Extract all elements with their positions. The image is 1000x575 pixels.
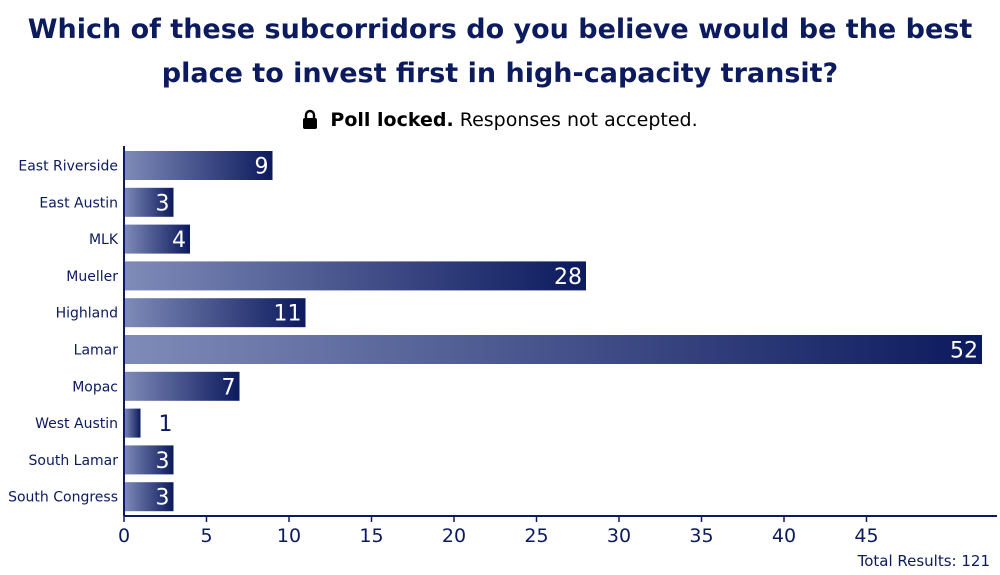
poll-locked-label: Poll locked. [330,109,454,131]
value-label-east-austin: 3 [156,191,170,216]
poll-question-line1: Which of these subcorridors do you belie… [27,14,973,45]
poll-status: Poll locked. Responses not accepted. [0,106,1000,134]
value-label-east-riverside: 9 [255,155,269,180]
poll-status-text: Responses not accepted. [459,109,698,131]
x-tick-label: 25 [524,525,548,547]
x-tick-label: 20 [442,525,466,547]
x-tick-label: 15 [359,525,383,547]
bar-west-austin [124,408,141,438]
x-tick-label: 30 [607,525,631,547]
bar-mlk [124,224,190,254]
value-label-west-austin: 1 [159,412,173,437]
x-tick-label: 5 [200,525,212,547]
bar-south-lamar [124,445,174,475]
value-label-mlk: 4 [172,228,186,253]
poll-question-line2: place to invest first in high-capacity t… [161,58,839,89]
value-label-south-congress: 3 [156,486,170,511]
category-label-mopac: Mopac [72,379,118,395]
lock-icon [303,109,318,129]
category-label-south-lamar: South Lamar [29,453,119,469]
value-label-mueller: 28 [554,265,582,290]
x-tick-label: 35 [689,525,713,547]
x-tick-label: 45 [854,525,878,547]
value-label-south-lamar: 3 [156,449,170,474]
category-label-lamar: Lamar [74,343,119,359]
bar-highland [124,298,306,328]
x-tick-label: 0 [118,525,130,547]
bar-mueller [124,261,586,291]
poll-question: Which of these subcorridors do you belie… [0,8,1000,96]
x-tick-label: 10 [277,525,301,547]
category-label-south-congress: South Congress [8,490,118,506]
bar-east-riverside [124,151,273,180]
bar-south-congress [124,482,174,512]
category-label-east-austin: East Austin [39,195,118,211]
value-label-mopac: 7 [222,375,236,400]
bar-mopac [124,371,240,401]
category-label-highland: Highland [56,306,118,322]
bar-lamar [124,335,982,364]
total-results: Total Results: 121 [857,552,990,570]
x-tick-label: 40 [772,525,796,547]
category-label-mueller: Mueller [66,269,118,285]
bar-east-austin [124,187,174,217]
category-label-west-austin: West Austin [35,416,118,432]
category-label-mlk: MLK [89,232,119,248]
value-label-lamar: 52 [950,339,978,364]
value-label-highland: 11 [274,302,302,327]
category-label-east-riverside: East Riverside [18,159,118,175]
